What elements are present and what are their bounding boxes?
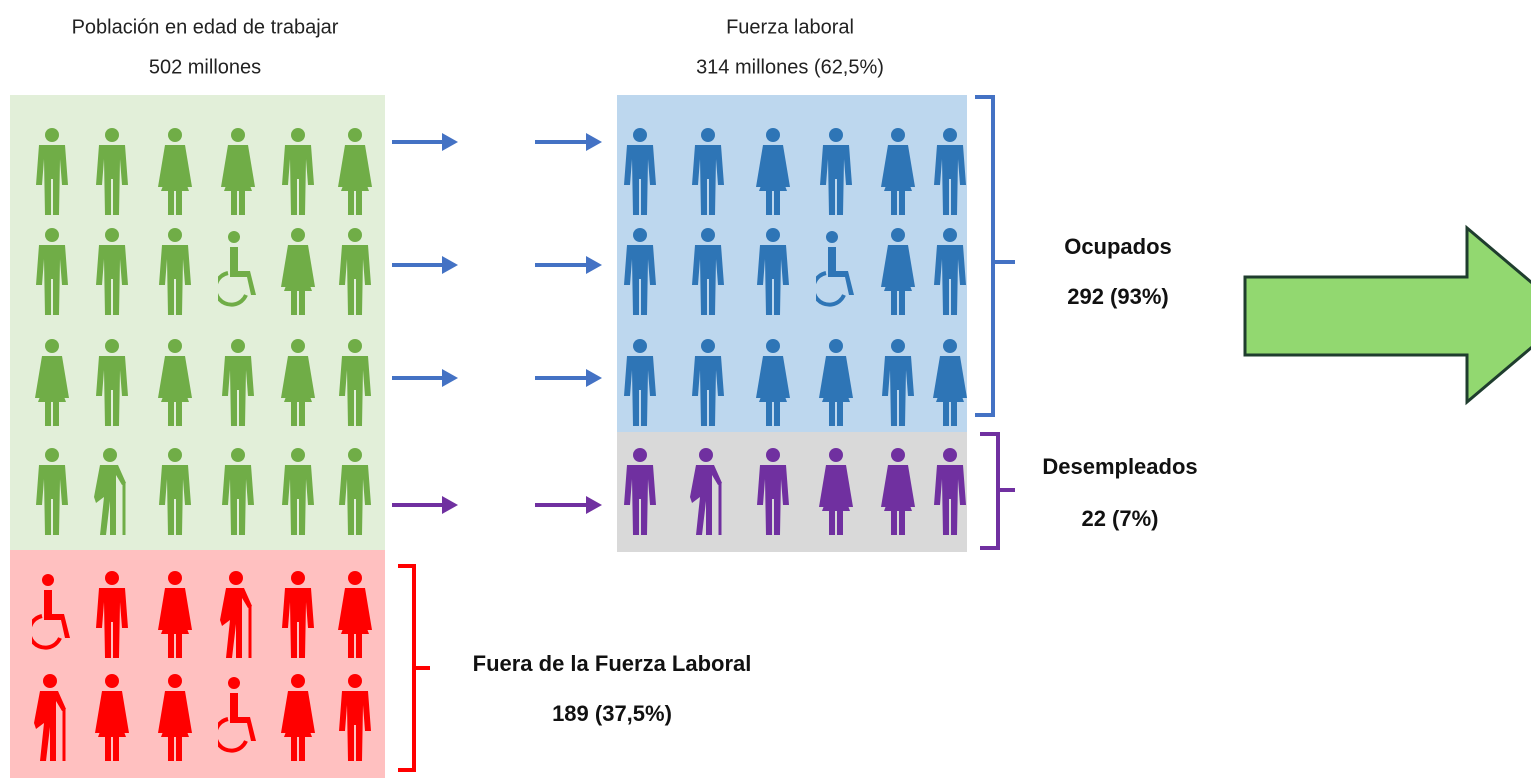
unemployed-bracket <box>980 432 1015 550</box>
arrow-head <box>442 133 458 151</box>
flow-arrows <box>392 133 602 514</box>
out-of-labor-title: Fuera de la Fuerza Laboral <box>473 651 752 676</box>
labor-force-value: 314 millones (62,5%) <box>696 56 884 78</box>
out-of-labor-box <box>10 550 385 778</box>
out-of-labor-bracket <box>398 564 430 772</box>
arrow-head <box>586 496 602 514</box>
out-of-labor-value: 189 (37,5%) <box>552 701 672 726</box>
employed-bracket <box>975 95 1015 417</box>
arrow-head <box>586 369 602 387</box>
arrow-head <box>442 369 458 387</box>
working-age-title: Población en edad de trabajar <box>72 16 339 38</box>
employed-title: Ocupados <box>1064 234 1172 259</box>
labor-force-title: Fuerza laboral <box>726 16 854 38</box>
employed-box <box>617 95 967 432</box>
arrow-head <box>442 496 458 514</box>
arrow-head <box>586 133 602 151</box>
arrow-head <box>586 256 602 274</box>
arrow-head <box>442 256 458 274</box>
unemployed-title: Desempleados <box>1042 454 1197 479</box>
unemployed-box <box>617 432 967 552</box>
employed-value: 292 (93%) <box>1067 284 1169 309</box>
big-arrow <box>1243 224 1531 406</box>
unemployed-value: 22 (7%) <box>1081 506 1158 531</box>
working-age-value: 502 millones <box>149 56 261 78</box>
working-age-box <box>10 95 385 550</box>
